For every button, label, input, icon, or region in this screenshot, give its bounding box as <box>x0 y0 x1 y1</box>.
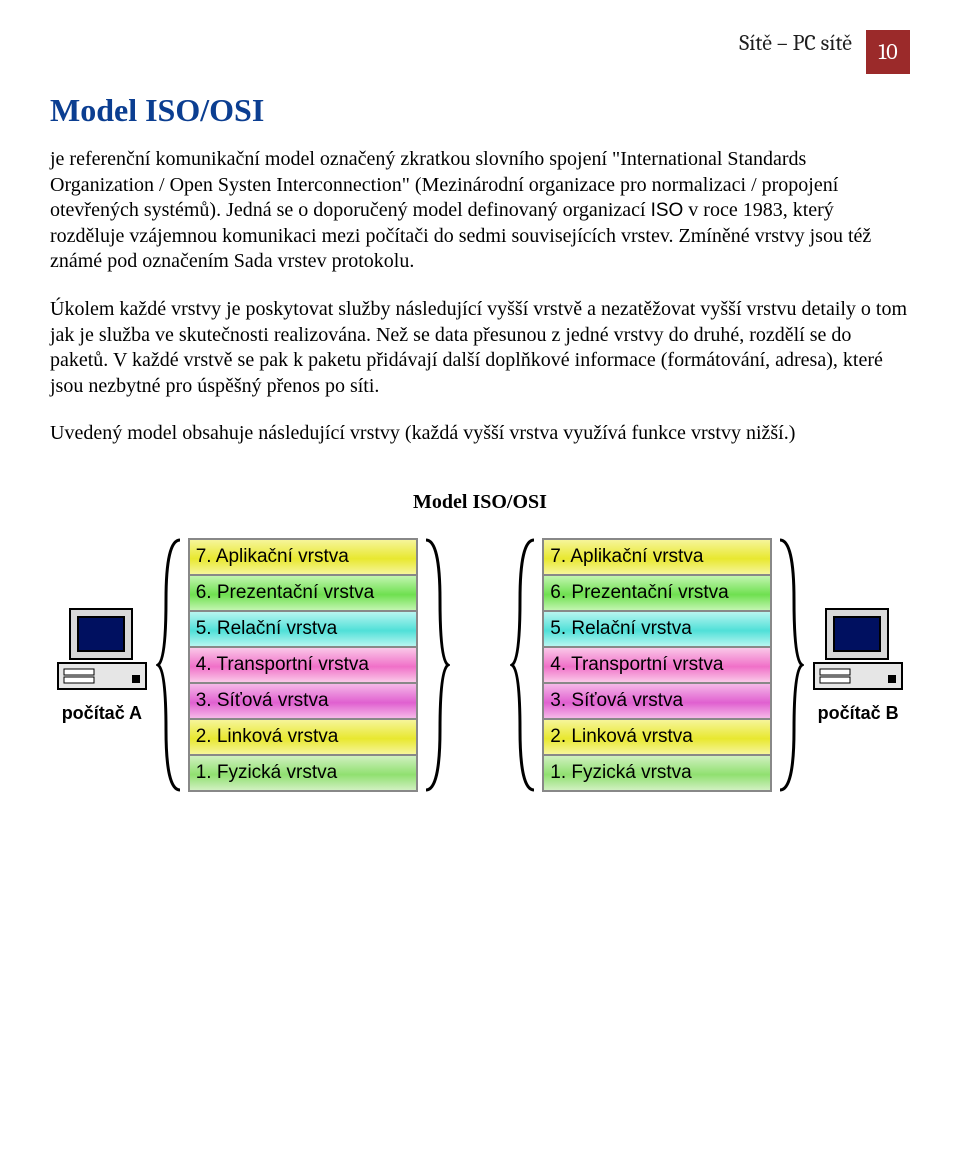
osi-layer: 3. Síťová vrstva <box>542 684 772 720</box>
osi-layer: 7. Aplikační vrstva <box>542 540 772 576</box>
osi-layer: 4. Transportní vrstva <box>542 648 772 684</box>
page-header: Sítě – PC sítě 10 <box>50 30 910 74</box>
computer-b-label: počítač B <box>818 703 899 724</box>
paragraph-2: Úkolem každé vrstvy je poskytovat služby… <box>50 297 910 399</box>
computer-b: počítač B <box>806 605 910 724</box>
iso-abbrev: ISO <box>651 200 684 221</box>
page-number-box: 10 <box>866 30 910 74</box>
osi-layer: 2. Linková vrstva <box>188 720 418 756</box>
computer-icon <box>56 605 148 697</box>
osi-diagram: počítač A 7. Aplikační vrstva6. Prezenta… <box>50 536 910 794</box>
brace-right-open <box>508 536 542 794</box>
page-title: Model ISO/OSI <box>50 92 910 129</box>
page: Sítě – PC sítě 10 Model ISO/OSI je refer… <box>0 0 960 834</box>
osi-stack-b: 7. Aplikační vrstva6. Prezentační vrstva… <box>542 538 772 792</box>
osi-layer: 1. Fyzická vrstva <box>188 756 418 792</box>
osi-layer: 5. Relační vrstva <box>188 612 418 648</box>
osi-layer: 3. Síťová vrstva <box>188 684 418 720</box>
brace-left-close <box>418 536 452 794</box>
computer-a-label: počítač A <box>62 703 142 724</box>
osi-layer: 6. Prezentační vrstva <box>188 576 418 612</box>
brace-right-close <box>772 536 806 794</box>
brace-left-open <box>154 536 188 794</box>
osi-layer: 1. Fyzická vrstva <box>542 756 772 792</box>
osi-stack-a: 7. Aplikační vrstva6. Prezentační vrstva… <box>188 538 418 792</box>
paragraph-3: Uvedený model obsahuje následující vrstv… <box>50 421 910 447</box>
computer-icon <box>812 605 904 697</box>
osi-layer: 6. Prezentační vrstva <box>542 576 772 612</box>
osi-layer: 2. Linková vrstva <box>542 720 772 756</box>
computer-a: počítač A <box>50 605 154 724</box>
page-number: 10 <box>878 39 897 65</box>
diagram-title: Model ISO/OSI <box>50 491 910 514</box>
osi-layer: 4. Transportní vrstva <box>188 648 418 684</box>
running-title: Sítě – PC sítě <box>739 30 852 56</box>
osi-layer: 5. Relační vrstva <box>542 612 772 648</box>
osi-layer: 7. Aplikační vrstva <box>188 540 418 576</box>
paragraph-1: je referenční komunikační model označený… <box>50 147 910 275</box>
